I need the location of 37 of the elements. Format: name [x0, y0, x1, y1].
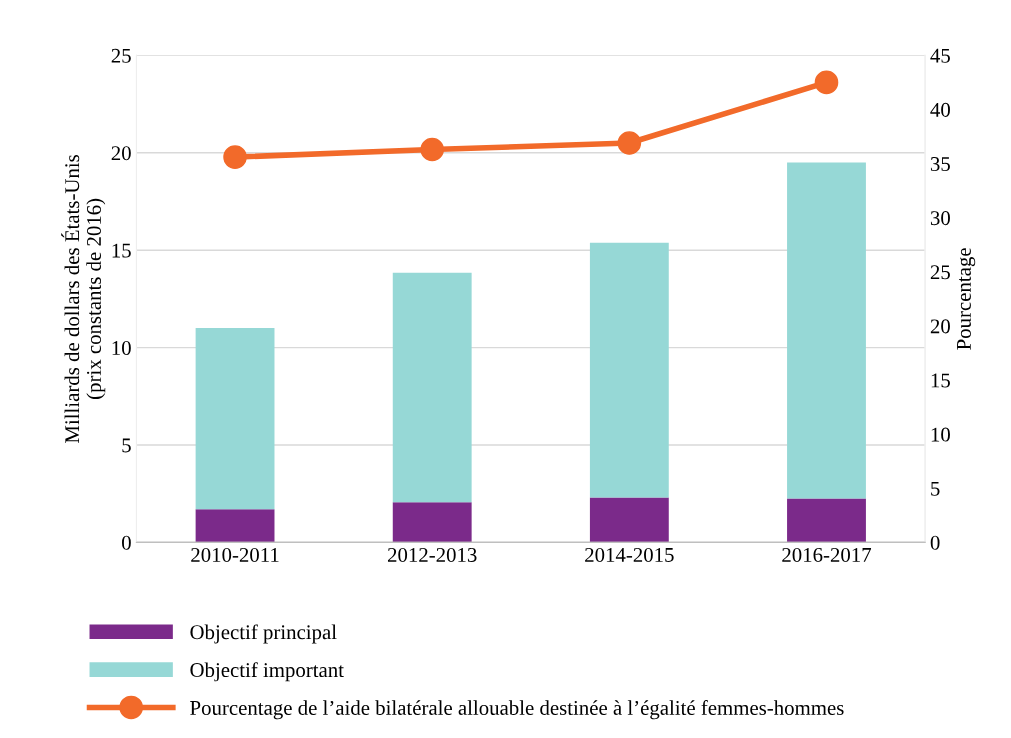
y2-tick-label: 20: [930, 319, 950, 334]
y-tick-label: 15: [112, 243, 131, 258]
y-tick-label: 20: [111, 146, 131, 161]
y2-tick-label: 15: [931, 373, 950, 388]
bar: [195, 328, 275, 510]
y2-tick-label: 35: [930, 157, 950, 172]
x-tick-label: 2012-2013: [387, 547, 477, 562]
y2-tick-label: 30: [930, 211, 950, 226]
legend-label: Objectif principal: [190, 624, 337, 644]
bar: [787, 498, 866, 543]
y-tick-label: 25: [111, 48, 131, 63]
bar: [195, 509, 275, 543]
legend-label: Objectif important: [190, 662, 344, 682]
point: [420, 137, 445, 162]
point: [617, 131, 642, 155]
y2-tick-label: 10: [931, 427, 950, 442]
y2-tick-label: 0: [930, 535, 940, 550]
y-tick-label: 5: [122, 438, 131, 453]
x-tick-label: 2016-2017: [782, 547, 872, 562]
bar: [589, 242, 669, 498]
x-tick-label: 2014-2015: [585, 547, 674, 562]
bar: [787, 162, 866, 499]
point: [223, 145, 247, 169]
y-axis-title: Milliards de dollars des États-Unis (prix constants de 2016): [61, 154, 106, 443]
bar: [589, 497, 669, 543]
point: [814, 70, 839, 95]
y2-tick-label: 45: [930, 48, 950, 63]
y2-axis-title: Pourcentage: [957, 248, 976, 350]
y-tick-label: 0: [122, 535, 131, 550]
bar: [392, 272, 472, 503]
y-tick-label: 10: [112, 340, 131, 356]
bar: [392, 502, 472, 543]
y2-tick-label: 25: [930, 265, 950, 280]
y2-tick-label: 40: [930, 102, 950, 117]
x-tick-label: 2010-2011: [191, 547, 279, 562]
legend-label: Pourcentage de l’aide bilatérale allouable destinée à l’égalité femmes-hommes: [190, 700, 844, 720]
y2-tick-label: 5: [931, 481, 940, 496]
